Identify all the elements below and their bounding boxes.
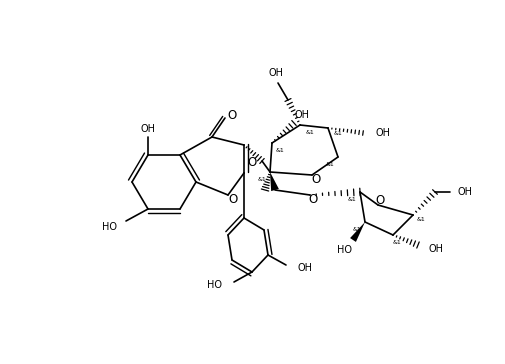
Text: OH: OH [268, 68, 283, 78]
Text: OH: OH [428, 244, 443, 254]
Polygon shape [270, 172, 278, 191]
Text: HO: HO [207, 280, 222, 290]
Text: O: O [375, 194, 384, 207]
Text: &1: &1 [325, 162, 334, 167]
Text: &1: &1 [416, 218, 425, 222]
Text: O: O [311, 174, 320, 186]
Text: O: O [228, 194, 237, 206]
Text: O: O [308, 194, 317, 206]
Text: &1: &1 [275, 149, 284, 154]
Text: &1: &1 [305, 131, 314, 135]
Text: OH: OH [140, 124, 155, 134]
Text: OH: OH [457, 187, 472, 197]
Text: OH: OH [294, 110, 309, 120]
Text: &1: &1 [257, 178, 266, 182]
Text: HO: HO [337, 245, 352, 255]
Text: O: O [247, 157, 257, 170]
Text: &1: &1 [333, 131, 342, 136]
Text: O: O [227, 110, 236, 123]
Text: OH: OH [375, 128, 390, 138]
Polygon shape [349, 222, 364, 242]
Text: HO: HO [103, 222, 117, 232]
Text: &1: &1 [347, 198, 356, 202]
Text: &1: &1 [392, 240, 400, 245]
Text: OH: OH [297, 263, 313, 273]
Text: &1: &1 [352, 228, 361, 233]
